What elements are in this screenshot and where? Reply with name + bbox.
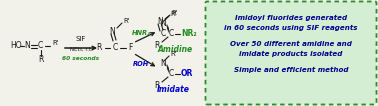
Text: Imidate: Imidate: [156, 86, 189, 95]
Text: C: C: [168, 29, 174, 38]
Text: F: F: [128, 43, 132, 52]
Text: imidate products isolated: imidate products isolated: [239, 51, 343, 57]
Text: NEt₃, r.t.: NEt₃, r.t.: [70, 47, 92, 52]
Text: R: R: [155, 80, 160, 89]
Text: NR₂: NR₂: [181, 29, 197, 38]
Text: N: N: [24, 42, 30, 50]
Text: R': R': [123, 18, 130, 24]
Text: HO: HO: [10, 42, 22, 50]
Text: ROH: ROH: [133, 61, 149, 67]
Text: N: N: [160, 59, 166, 68]
Text: N: N: [160, 20, 166, 29]
Text: N: N: [157, 17, 163, 26]
Text: R: R: [155, 40, 160, 50]
Text: Imidoyl fluorides generated: Imidoyl fluorides generated: [235, 15, 347, 21]
Text: in 60 seconds using SIF reagents: in 60 seconds using SIF reagents: [224, 25, 358, 31]
Text: R: R: [97, 43, 102, 52]
Text: R: R: [38, 54, 43, 63]
Text: SIF: SIF: [76, 36, 86, 42]
Text: HNR₂: HNR₂: [132, 30, 150, 36]
Text: OR: OR: [181, 70, 194, 79]
Text: Simple and efficient method: Simple and efficient method: [234, 67, 348, 73]
Text: C: C: [168, 70, 174, 79]
Text: Amidine: Amidine: [158, 45, 192, 54]
FancyBboxPatch shape: [206, 1, 376, 105]
Text: R': R': [171, 10, 178, 16]
Text: C: C: [112, 43, 118, 52]
Text: N: N: [109, 26, 115, 36]
Text: C: C: [37, 42, 43, 50]
Text: R': R': [170, 51, 177, 57]
Text: 60 seconds: 60 seconds: [62, 56, 99, 61]
Text: R': R': [170, 11, 177, 17]
Text: Over 50 different amidine and: Over 50 different amidine and: [230, 41, 352, 47]
Text: R': R': [52, 40, 59, 46]
Text: C: C: [160, 29, 166, 38]
